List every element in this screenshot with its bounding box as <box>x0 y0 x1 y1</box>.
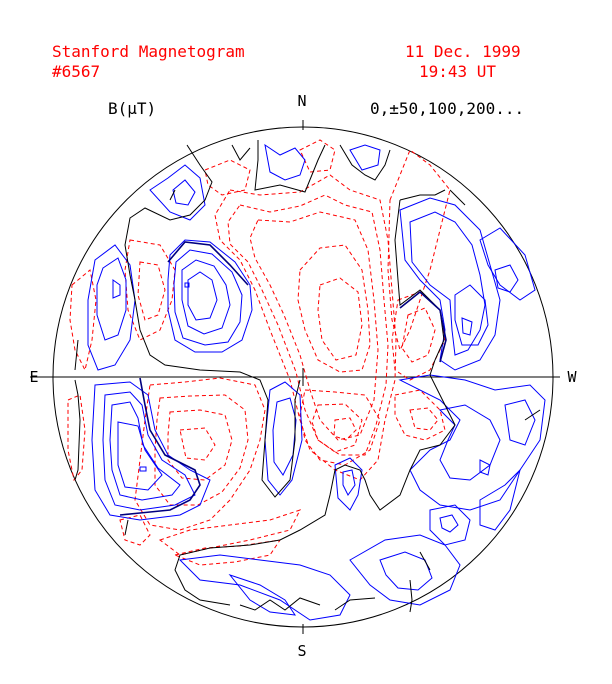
magnetogram-number: #6567 <box>52 62 101 81</box>
magnetogram-title: Stanford Magnetogram <box>52 42 245 61</box>
south-label: S <box>297 642 307 660</box>
positive-polarity-contours <box>87 143 546 621</box>
negative-polarity-contours <box>67 139 451 566</box>
neutral-lines <box>74 140 541 613</box>
observation-time: 19:43 UT <box>419 62 497 81</box>
observation-date: 11 Dec. 1999 <box>405 42 521 61</box>
west-label: W <box>567 368 577 386</box>
north-label: N <box>297 92 307 110</box>
contour-levels-label: 0,±50,100,200... <box>370 99 525 118</box>
strong-gradient-lines <box>119 241 447 516</box>
field-unit-label: B(µT) <box>108 99 157 118</box>
